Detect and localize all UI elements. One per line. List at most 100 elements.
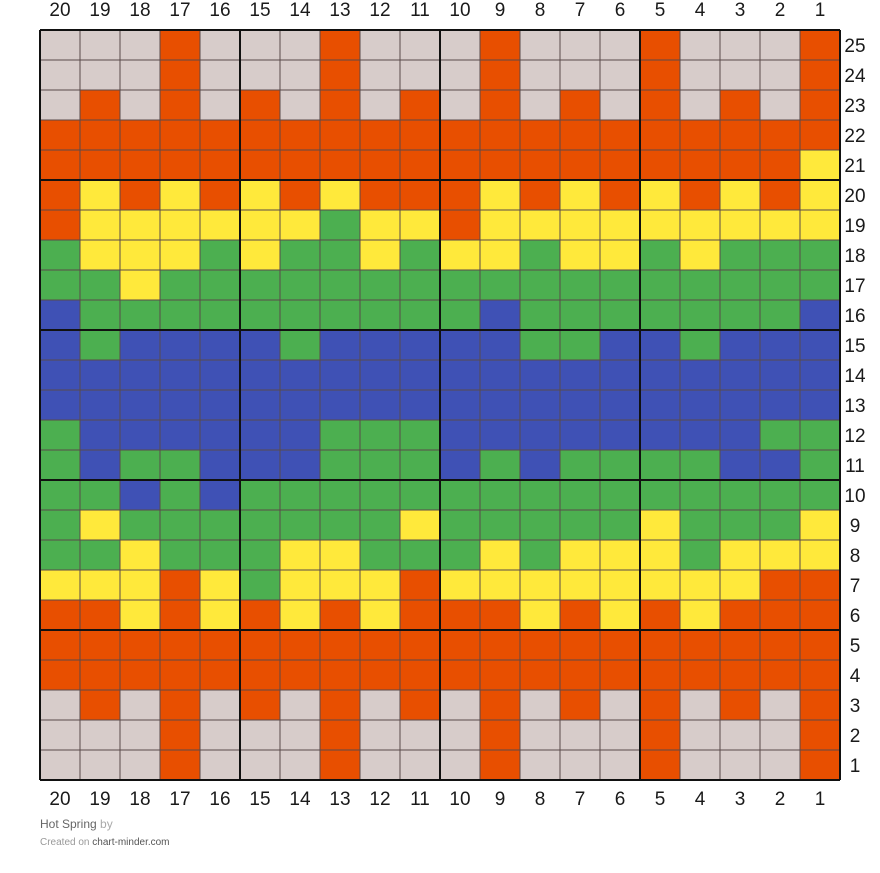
chart-cell [440,450,480,480]
chart-cell [680,720,720,750]
chart-cell [520,60,560,90]
chart-cell [320,150,360,180]
chart-cell [80,510,120,540]
chart-cell [760,420,800,450]
chart-cell [560,30,600,60]
chart-cell [480,540,520,570]
column-label-bottom: 4 [695,789,706,810]
chart-cell [320,180,360,210]
chart-cell [40,480,80,510]
chart-cell [240,300,280,330]
chart-cell [760,330,800,360]
chart-cell [800,450,840,480]
chart-cell [760,120,800,150]
chart-cell [160,150,200,180]
chart-cell [80,180,120,210]
chart-cell [40,150,80,180]
chart-cell [280,420,320,450]
chart-cell [200,750,240,780]
chart-cell [480,690,520,720]
chart-cell [520,150,560,180]
chart-cell [120,150,160,180]
row-label: 5 [850,636,861,657]
chart-cell [800,600,840,630]
chart-cell [560,60,600,90]
chart-cell [80,600,120,630]
chart-cell [240,120,280,150]
chart-cell [40,690,80,720]
chart-cell [160,360,200,390]
chart-cell [240,270,280,300]
chart-cell [120,360,160,390]
chart-cell [160,300,200,330]
chart-cell [400,450,440,480]
chart-cell [720,480,760,510]
chart-cell [160,210,200,240]
chart-cell [640,300,680,330]
chart-cell [40,210,80,240]
chart-cell [480,450,520,480]
chart-cell [40,660,80,690]
chart-cell [320,240,360,270]
chart-cell [160,630,200,660]
chart-cell [720,450,760,480]
row-label: 15 [844,336,865,357]
chart-cell [240,570,280,600]
row-label: 23 [844,96,865,117]
chart-cell [320,120,360,150]
chart-cell [400,330,440,360]
chart-cell [560,600,600,630]
chart-cell [520,630,560,660]
chart-cell [480,60,520,90]
chart-cell [200,450,240,480]
chart-cell [360,240,400,270]
chart-cell [240,750,280,780]
chart-cell [40,420,80,450]
chart-cell [560,660,600,690]
chart-cell [760,180,800,210]
chart-cell [320,90,360,120]
chart-cell [160,30,200,60]
column-label-top: 15 [249,0,270,21]
chart-cell [320,360,360,390]
chart-cell [520,120,560,150]
chart-cell [560,330,600,360]
chart-cell [160,750,200,780]
chart-cell [400,90,440,120]
chart-cell [800,510,840,540]
chart-cell [360,540,400,570]
chart-cell [560,720,600,750]
chart-cell [520,540,560,570]
column-label-top: 13 [329,0,350,21]
chart-cell [560,750,600,780]
chart-cell [440,480,480,510]
chart-cell [480,660,520,690]
chart-cell [280,30,320,60]
chart-cell [120,420,160,450]
chart-cell [680,330,720,360]
chart-cell [400,510,440,540]
chart-cell [720,510,760,540]
chart-cell [640,330,680,360]
chart-cell [560,630,600,660]
column-label-top: 1 [815,0,826,21]
chart-cell [680,120,720,150]
chart-cell [800,750,840,780]
chart-cell [520,390,560,420]
chart-cell [800,150,840,180]
chart-cell [400,150,440,180]
column-label-top: 9 [495,0,506,21]
chart-cell [560,270,600,300]
chart-cell [360,90,400,120]
chart-cell [640,510,680,540]
row-label: 19 [844,216,865,237]
chart-cell [120,120,160,150]
chart-cell [80,90,120,120]
chart-minder-link[interactable]: chart-minder.com [92,837,170,848]
chart-cell [240,150,280,180]
chart-cell [560,240,600,270]
chart-cell [360,360,400,390]
chart-cell [80,300,120,330]
chart-cell [240,390,280,420]
row-label: 9 [850,516,861,537]
